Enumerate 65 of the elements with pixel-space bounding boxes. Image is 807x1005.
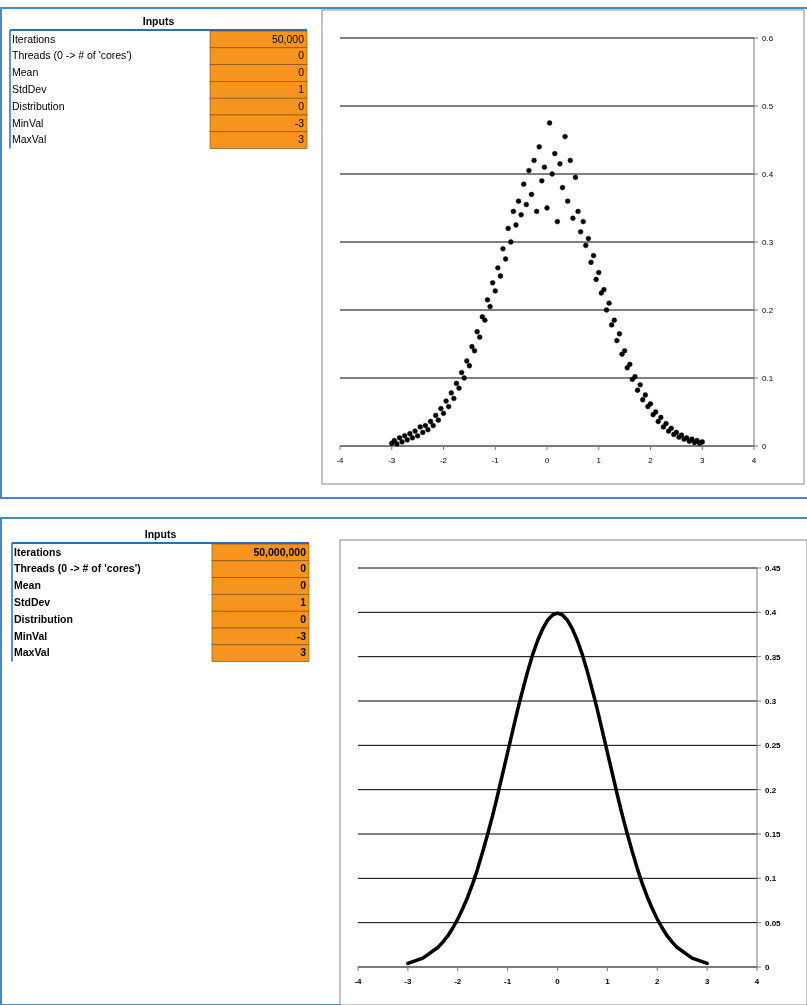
y-tick-label: 0.1	[765, 874, 777, 884]
y-tick-label: 0.05	[765, 918, 782, 928]
y-tick-label: 0.4	[762, 170, 774, 179]
x-tick-label: 3	[704, 977, 710, 986]
x-tick-label: -2	[454, 977, 462, 986]
y-tick-label: 0.3	[762, 238, 774, 247]
text: 0	[298, 66, 305, 79]
y-tick-label: 0.2	[762, 306, 774, 315]
x-tick-label: -3	[388, 456, 396, 465]
text: 1	[298, 82, 305, 95]
text: Iterations	[12, 32, 56, 45]
text: StdDev	[14, 595, 51, 608]
text: Inputs	[142, 15, 175, 27]
x-tick-label: -1	[491, 456, 500, 465]
y-tick-label: 0.3	[765, 697, 777, 706]
x-tick-label: 1	[596, 456, 602, 465]
y-tick-label: 0.25	[765, 741, 782, 751]
x-tick-label: 0	[544, 456, 550, 465]
text: -3	[294, 116, 305, 129]
text: 0	[300, 562, 307, 575]
text: 50,000,000	[253, 545, 307, 558]
x-tick-label: 0	[555, 977, 561, 986]
y-tick-label: 0.35	[765, 652, 782, 662]
x-tick-label: -1	[504, 977, 512, 986]
y-tick-label: 0.45	[765, 564, 782, 573]
y-tick-label: 0	[762, 442, 767, 451]
y-tick-label: 0	[765, 963, 770, 972]
text: Threads (0 -> # of 'cores')	[14, 562, 141, 575]
text: MinVal	[14, 629, 48, 642]
x-tick-label: -4	[354, 977, 363, 986]
x-tick-label: -4	[336, 456, 345, 465]
x-tick-label: 4	[754, 977, 760, 986]
text: 3	[300, 646, 307, 659]
text: Inputs	[144, 528, 177, 540]
text: StdDev	[12, 82, 48, 95]
x-tick-label: 2	[648, 456, 654, 465]
text: -3	[296, 629, 307, 642]
y-tick-label: 0.1	[762, 374, 774, 383]
y-tick-label: 0.15	[765, 830, 782, 839]
text: 50,000	[271, 32, 305, 45]
text: Distribution	[14, 612, 73, 625]
text: 0	[298, 49, 305, 62]
text: 0	[298, 99, 305, 112]
x-tick-label: 4	[751, 456, 757, 465]
text: Iterations	[14, 545, 62, 558]
text: 0	[300, 612, 307, 625]
x-tick-label: -3	[404, 977, 412, 986]
text: 3	[298, 133, 305, 146]
y-tick-label: 0.4	[765, 608, 777, 618]
x-tick-label: 1	[605, 977, 611, 986]
y-tick-label: 0.5	[762, 102, 774, 111]
x-tick-label: 3	[700, 456, 706, 465]
text: 0	[300, 579, 307, 592]
y-tick-label: 0.6	[762, 34, 774, 43]
text: MaxVal	[14, 646, 50, 659]
text: Mean	[12, 66, 39, 79]
text: MinVal	[12, 116, 44, 129]
y-tick-label: 0.2	[765, 785, 777, 795]
text: 1	[300, 595, 307, 608]
x-tick-label: -2	[439, 456, 448, 465]
text: Threads (0 -> # of 'cores')	[12, 49, 132, 62]
text: Mean	[14, 579, 41, 592]
x-tick-label: 2	[655, 977, 661, 986]
text: Distribution	[12, 99, 65, 112]
text: MaxVal	[12, 133, 47, 146]
